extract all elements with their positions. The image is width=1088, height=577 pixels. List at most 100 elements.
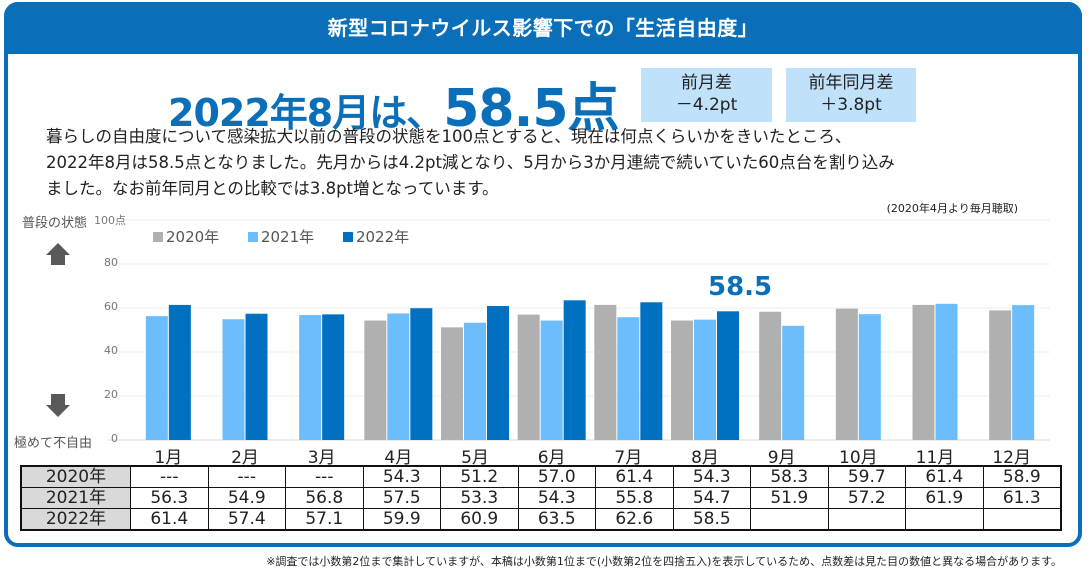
table-cell: 54.3 xyxy=(672,465,751,488)
table-cell: 56.8 xyxy=(285,487,364,509)
x-tick-label: 4月 xyxy=(384,448,413,468)
table-cell: 57.5 xyxy=(362,487,441,509)
bar-2022-2 xyxy=(245,313,268,440)
table-cell: 55.8 xyxy=(595,487,674,509)
y-tick-label: 60 xyxy=(104,300,118,313)
bar-2021-10 xyxy=(858,314,881,440)
bar-2021-12 xyxy=(1012,305,1035,440)
table-cell: 54.9 xyxy=(207,487,286,509)
bar-2021-4 xyxy=(387,313,410,440)
table-cell: 54.3 xyxy=(362,465,441,488)
bar-2022-6 xyxy=(563,300,586,440)
arrow-down-icon xyxy=(46,405,70,417)
table-cell: --- xyxy=(285,465,364,488)
table-cell: 61.9 xyxy=(905,487,984,509)
table-cell: 62.6 xyxy=(595,508,674,531)
legend: 2020年 2021年 2022年 xyxy=(153,226,433,247)
legend-item-2020: 2020年 xyxy=(153,228,219,246)
y-tick-label: 80 xyxy=(104,256,118,269)
table-cell: 54.3 xyxy=(517,487,596,509)
x-tick-label: 5月 xyxy=(461,448,489,468)
bar-2021-6 xyxy=(540,320,563,440)
y-tick-label: 100点 xyxy=(94,214,126,227)
table-cell xyxy=(750,508,829,531)
table-cell: 60.9 xyxy=(440,508,519,531)
headline: 2022年8月は、58.5点 xyxy=(168,66,620,141)
table-cell: 57.2 xyxy=(827,487,906,509)
x-tick-label: 11月 xyxy=(915,448,955,468)
headline-prefix: 2022年8月は、 xyxy=(168,91,444,135)
bar-2021-2 xyxy=(222,319,245,440)
table-cell: 51.2 xyxy=(440,465,519,488)
bar-2022-3 xyxy=(322,314,345,440)
bar-2020-11 xyxy=(912,304,935,440)
month-diff-value: －4.2pt xyxy=(675,95,738,115)
description-line: 2022年8月は58.5点となりました。先月からは4.2pt減となり、5月から3… xyxy=(46,153,895,172)
description: 暮らしの自由度について感染拡大以前の普段の状態を100点とすると、現在は何点くら… xyxy=(46,124,1036,202)
year-diff-box: 前年同月差 ＋3.8pt xyxy=(786,68,916,122)
legend-item-2022: 2022年 xyxy=(342,228,410,246)
axis-bottom-label: 極めて不自由 xyxy=(14,436,93,451)
legend-label: 2022年 xyxy=(355,228,410,246)
x-tick-label: 2月 xyxy=(231,448,259,468)
x-tick-label: 3月 xyxy=(307,448,336,468)
bar-2022-8 xyxy=(717,311,739,440)
x-tick-label: 10月 xyxy=(839,448,878,468)
footnote: ※調査では小数第2位まで集計していますが、本稿は小数第1位まで(小数第2位を四捨… xyxy=(266,555,1062,568)
arrow-up-icon xyxy=(46,243,70,255)
y-tick-label: 40 xyxy=(104,344,118,357)
table-cell xyxy=(827,508,906,531)
table-cell: 53.3 xyxy=(440,487,519,509)
table-cell: 57.0 xyxy=(517,465,596,488)
y-tick-label: 20 xyxy=(104,388,118,401)
bar-2021-8 xyxy=(694,319,716,440)
bar-2020-8 xyxy=(671,320,693,440)
table-cell xyxy=(982,508,1062,531)
table-cell: 59.7 xyxy=(827,465,906,488)
bar-2020-5 xyxy=(441,327,463,440)
table-cell: 61.4 xyxy=(905,465,984,488)
page-title: 新型コロナウイルス影響下での「生活自由度」 xyxy=(327,16,759,40)
bar-2021-11 xyxy=(935,303,958,440)
legend-swatch-2022 xyxy=(342,232,353,242)
data-table: 2020年 --- --- --- 54.3 51.2 57.0 61.4 54.3 58.3 59… xyxy=(20,465,1062,531)
table-cell: 61.4 xyxy=(595,465,674,488)
axis-top-label: 普段の状態 xyxy=(22,216,88,231)
x-tick-label: 6月 xyxy=(537,448,566,468)
bar-2020-6 xyxy=(517,314,540,440)
table-cell: 54.7 xyxy=(672,487,751,509)
row-header: 2020年 xyxy=(20,465,131,488)
bar-2022-5 xyxy=(487,306,509,440)
bar-2021-5 xyxy=(464,322,486,440)
bar-2020-12 xyxy=(989,310,1012,440)
table-cell: 56.3 xyxy=(130,487,209,509)
bar-2021-1 xyxy=(145,316,168,440)
x-tick-label: 8月 xyxy=(691,448,719,468)
description-line: 暮らしの自由度について感染拡大以前の普段の状態を100点とすると、現在は何点くら… xyxy=(46,127,852,146)
bar-2021-9 xyxy=(782,325,805,440)
bar-2020-10 xyxy=(835,308,858,440)
x-tick-label: 9月 xyxy=(767,448,796,468)
legend-item-2021: 2021年 xyxy=(247,228,314,246)
highlight-value-label: 58.5 xyxy=(708,272,773,302)
month-diff-box: 前月差 －4.2pt xyxy=(641,68,772,122)
year-diff-value: ＋3.8pt xyxy=(820,95,882,115)
legend-swatch-2021 xyxy=(247,232,258,242)
year-diff-label: 前年同月差 xyxy=(808,73,894,93)
month-diff-label: 前月差 xyxy=(681,73,732,93)
table-cell: --- xyxy=(130,465,209,488)
row-header: 2021年 xyxy=(20,487,131,509)
headline-score: 58.5点 xyxy=(443,79,619,139)
bar-2022-1 xyxy=(168,304,191,440)
table-row: 2022年 61.4 57.4 57.1 59.9 60.9 63.5 62.6 58.5 xyxy=(20,508,1062,531)
description-line: ました。なお前年同月との比較では3.8pt増となっています。 xyxy=(46,179,499,198)
table-cell: 63.5 xyxy=(517,508,596,531)
arrow-down-icon-stem xyxy=(51,394,65,405)
table-cell: 58.3 xyxy=(750,465,829,488)
table-cell: --- xyxy=(207,465,286,488)
table-row: 2020年 --- --- --- 54.3 51.2 57.0 61.4 54.3 58.3 59… xyxy=(20,465,1062,488)
bar-2022-4 xyxy=(410,308,433,440)
bar-2021-7 xyxy=(617,317,640,440)
table-cell: 58.9 xyxy=(982,465,1062,488)
